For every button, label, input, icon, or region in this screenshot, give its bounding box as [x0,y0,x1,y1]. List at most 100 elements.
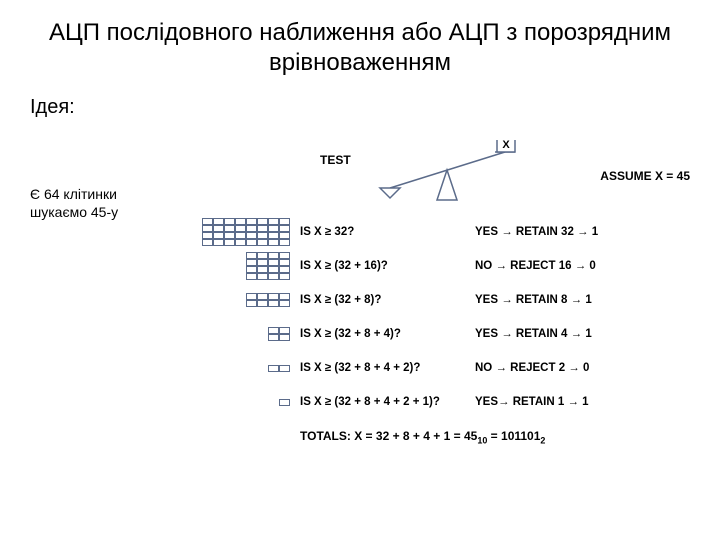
grid-cell [246,259,257,266]
grid-cell [268,334,279,341]
slide: АЦП послідовного наближення або АЦП з по… [0,0,720,540]
grid-cell [279,252,290,259]
grid-cell [213,232,224,239]
grid-cell [279,334,290,341]
grid-cell [279,239,290,246]
totals-dec-base: 10 [477,435,487,445]
grid-col [170,252,300,280]
grid-cell [279,259,290,266]
grid-cell [268,252,279,259]
grid-cell [246,266,257,273]
grid-cell [279,293,290,300]
grid-cell [268,293,279,300]
grid-cell [224,225,235,232]
test-text: IS X ≥ (32 + 8 + 4 + 2)? [300,362,475,374]
grid-cell [246,252,257,259]
answer-text: NO → REJECT 16 → 0 [475,260,690,272]
grid-col [170,218,300,246]
grid-cell [257,273,268,280]
grid-cell [224,239,235,246]
step-row: IS X ≥ (32 + 16)?NO → REJECT 16 → 0 [170,249,690,283]
test-text: IS X ≥ (32 + 16)? [300,260,475,272]
grid-col [170,327,300,341]
grid-cell [202,239,213,246]
answer-text: YES→ RETAIN 1 → 1 [475,396,690,408]
grid-cell [257,218,268,225]
grid-cell [224,232,235,239]
grid-cell [268,266,279,273]
grid-cell [279,399,290,406]
cell-grid [246,293,290,307]
idea-label: Ідея: [30,96,690,119]
steps-list: IS X ≥ 32?YES → RETAIN 32 → 1IS X ≥ (32 … [170,215,690,419]
test-text: IS X ≥ (32 + 8)? [300,294,475,306]
answer-text: YES → RETAIN 8 → 1 [475,294,690,306]
grid-col [170,293,300,307]
answer-text: NO → REJECT 2 → 0 [475,362,690,374]
grid-cell [268,300,279,307]
assume-label: ASSUME X = 45 [600,169,690,183]
grid-cell [268,225,279,232]
grid-cell [246,300,257,307]
grid-cell [268,218,279,225]
grid-cell [257,300,268,307]
grid-cell [235,232,246,239]
test-label: TEST [320,153,351,167]
grid-cell [246,293,257,300]
grid-cell [279,327,290,334]
grid-cell [268,327,279,334]
grid-cell [279,232,290,239]
totals-bin-base: 2 [540,435,545,445]
grid-cell [279,365,290,372]
step-row: IS X ≥ (32 + 8 + 4 + 2 + 1)?YES→ RETAIN … [170,385,690,419]
cell-grid [268,365,290,372]
grid-cell [246,218,257,225]
grid-cell [279,266,290,273]
left-note-line1: Є 64 клітинки [30,186,117,202]
test-text: IS X ≥ (32 + 8 + 4 + 2 + 1)? [300,396,475,408]
grid-cell [202,218,213,225]
cell-grid [268,327,290,341]
left-note-line2: шукаємо 45-у [30,204,118,220]
grid-col [170,399,300,406]
grid-cell [213,218,224,225]
grid-cell [235,225,246,232]
totals: TOTALS: X = 32 + 8 + 4 + 1 = 4510 = 1011… [300,429,690,445]
grid-cell [257,225,268,232]
grid-cell [213,225,224,232]
grid-cell [279,300,290,307]
cell-grid [279,399,290,406]
grid-cell [268,232,279,239]
grid-cell [246,232,257,239]
grid-cell [279,273,290,280]
grid-cell [235,239,246,246]
grid-cell [268,259,279,266]
test-text: IS X ≥ (32 + 8 + 4)? [300,328,475,340]
answer-text: YES → RETAIN 32 → 1 [475,226,690,238]
grid-cell [257,266,268,273]
grid-cell [257,232,268,239]
totals-prefix: TOTALS: X = 32 + 8 + 4 + 1 = 45 [300,429,477,443]
grid-cell [257,239,268,246]
balance-scale-icon: X [375,140,535,210]
step-row: IS X ≥ (32 + 8 + 4)?YES → RETAIN 4 → 1 [170,317,690,351]
grid-cell [213,239,224,246]
grid-col [170,365,300,372]
answer-text: YES → RETAIN 4 → 1 [475,328,690,340]
grid-cell [202,225,213,232]
cell-grid [202,218,290,246]
cell-grid [246,252,290,280]
grid-cell [268,365,279,372]
grid-cell [257,293,268,300]
grid-cell [279,218,290,225]
balance-row: TEST X ASSUME X = 45 [170,145,690,205]
grid-cell [246,273,257,280]
page-title: АЦП послідовного наближення або АЦП з по… [30,18,690,78]
step-row: IS X ≥ (32 + 8 + 4 + 2)?NO → REJECT 2 → … [170,351,690,385]
grid-cell [268,273,279,280]
step-row: IS X ≥ 32?YES → RETAIN 32 → 1 [170,215,690,249]
step-row: IS X ≥ (32 + 8)?YES → RETAIN 8 → 1 [170,283,690,317]
grid-cell [279,225,290,232]
totals-mid: = 101101 [487,429,540,443]
grid-cell [246,239,257,246]
